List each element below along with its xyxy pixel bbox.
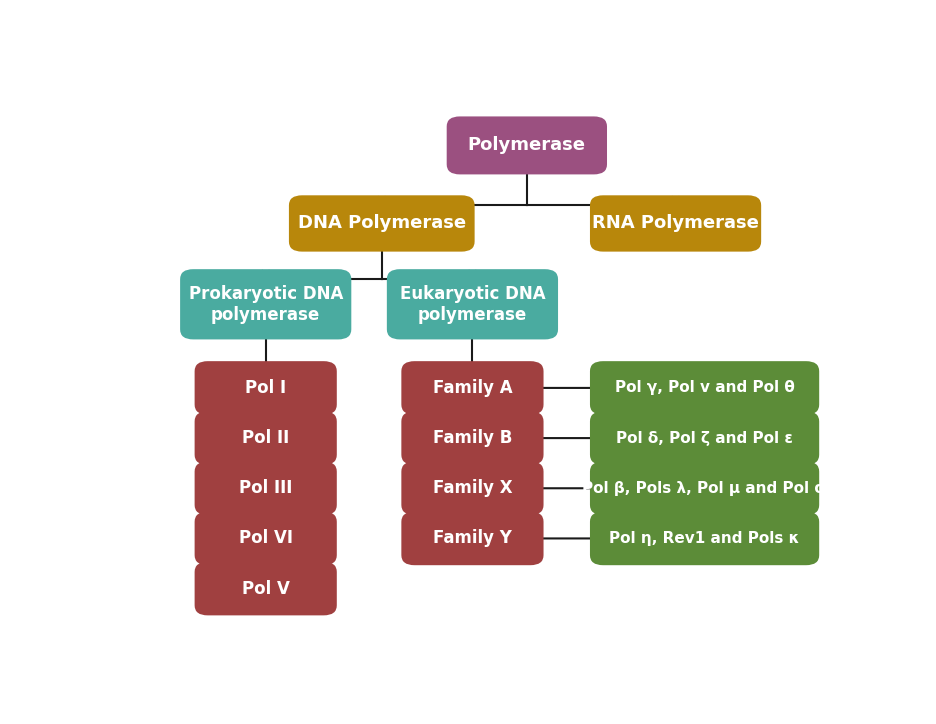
FancyBboxPatch shape (180, 269, 351, 340)
FancyBboxPatch shape (195, 461, 337, 515)
Text: Polymerase: Polymerase (468, 136, 586, 154)
FancyBboxPatch shape (289, 195, 475, 252)
FancyBboxPatch shape (590, 361, 819, 415)
FancyBboxPatch shape (402, 361, 544, 415)
FancyBboxPatch shape (590, 512, 819, 565)
Text: Pol δ, Pol ζ and Pol ε: Pol δ, Pol ζ and Pol ε (616, 431, 793, 445)
Text: Family Y: Family Y (433, 529, 512, 547)
Text: Pol η, Rev1 and Pols κ: Pol η, Rev1 and Pols κ (609, 531, 799, 546)
FancyBboxPatch shape (446, 117, 607, 174)
FancyBboxPatch shape (402, 411, 544, 465)
Text: DNA Polymerase: DNA Polymerase (298, 214, 466, 232)
Text: Pol II: Pol II (242, 429, 289, 447)
FancyBboxPatch shape (590, 461, 819, 515)
Text: Family A: Family A (432, 379, 512, 397)
FancyBboxPatch shape (402, 461, 544, 515)
FancyBboxPatch shape (195, 411, 337, 465)
FancyBboxPatch shape (387, 269, 558, 340)
Text: Prokaryotic DNA
polymerase: Prokaryotic DNA polymerase (188, 285, 343, 324)
Text: Family B: Family B (432, 429, 512, 447)
Text: Pol I: Pol I (245, 379, 286, 397)
FancyBboxPatch shape (195, 562, 337, 615)
FancyBboxPatch shape (195, 512, 337, 565)
Text: RNA Polymerase: RNA Polymerase (592, 214, 759, 232)
Text: Family X: Family X (432, 479, 512, 497)
Text: Pol VI: Pol VI (239, 529, 293, 547)
Text: Pol III: Pol III (239, 479, 292, 497)
FancyBboxPatch shape (590, 411, 819, 465)
FancyBboxPatch shape (195, 361, 337, 415)
Text: Pol γ, Pol v and Pol θ: Pol γ, Pol v and Pol θ (615, 380, 795, 395)
Text: Pol β, Pols λ, Pol μ and Pol σ: Pol β, Pols λ, Pol μ and Pol σ (582, 481, 826, 496)
Text: Eukaryotic DNA
polymerase: Eukaryotic DNA polymerase (400, 285, 546, 324)
FancyBboxPatch shape (402, 512, 544, 565)
Text: Pol V: Pol V (241, 580, 289, 597)
FancyBboxPatch shape (590, 195, 761, 252)
